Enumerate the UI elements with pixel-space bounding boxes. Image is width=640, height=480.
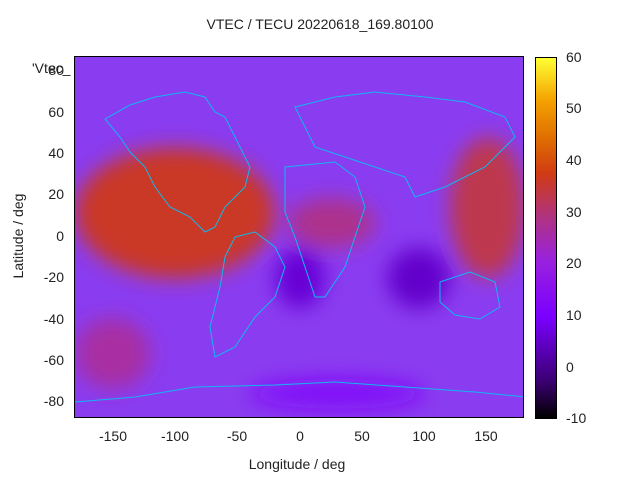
y-tick-label: 0 [56,228,64,244]
coastline-eurasia [294,91,516,198]
y-tick-label: -80 [43,393,64,409]
y-tick-label: 60 [48,104,64,120]
colorbar-tick-label: 30 [566,204,582,220]
heat-region [75,318,150,389]
y-axis-label: Latitude / deg [10,193,26,279]
heat-region [287,197,375,249]
coastline-australia [439,271,501,320]
colorbar-tick-label: 50 [566,100,582,116]
heat-region [450,137,523,279]
y-tick-label: 40 [48,145,64,161]
x-tick-label: 50 [354,428,370,444]
chart-title: VTEC / TECU 20220618_169.80100 [206,16,434,32]
y-tick-label: 80 [48,62,64,78]
y-tick-label: 20 [48,186,64,202]
coastline-antarctica [75,381,523,403]
heat-region [250,378,425,409]
colorbar-tick-label: 20 [566,255,582,271]
coastline-south-america [209,231,286,358]
heat-region [387,248,450,309]
map-plot-area [74,56,524,418]
heat-region [275,248,325,309]
colorbar [535,57,557,419]
coastlines [75,91,523,403]
y-tick-label: -20 [43,269,64,285]
colorbar-tick-label: -10 [566,410,587,426]
x-tick-label: 150 [474,428,498,444]
heat-regions [75,137,523,409]
coastline-north-america [104,91,251,233]
colorbar-tick-label: 0 [566,359,574,375]
y-tick-label: -60 [43,352,64,368]
x-tick-label: -150 [98,428,128,444]
x-tick-label: -50 [226,428,248,444]
x-tick-label: -100 [160,428,190,444]
colorbar-tick-label: 10 [566,307,582,323]
y-tick-label: -40 [43,311,64,327]
x-tick-label: 0 [296,428,304,444]
x-axis-label: Longitude / deg [248,456,346,472]
stray-label: 'Vtec_ [32,60,71,76]
x-tick-label: 100 [412,428,436,444]
colorbar-tick-label: 60 [566,49,582,65]
vtec-map [75,57,523,417]
coastline-africa [284,161,366,298]
colorbar-tick-label: 40 [566,152,582,168]
heat-region [75,147,275,279]
